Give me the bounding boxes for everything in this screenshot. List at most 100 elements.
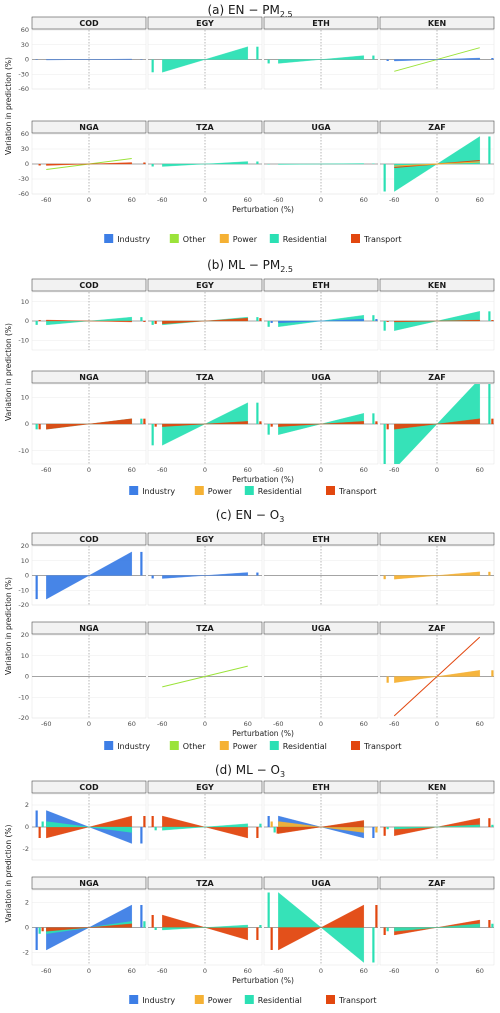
x-tick-label: -60 — [273, 196, 284, 204]
x-tick-label: 0 — [203, 720, 207, 728]
x-tick-label: 0 — [319, 720, 323, 728]
endpoint-bar-high — [256, 317, 259, 321]
panel-strip-label: UGA — [311, 624, 331, 633]
panel-ken: KEN — [379, 532, 495, 606]
series-area-residential — [162, 161, 248, 167]
endpoint-bar-high — [256, 46, 259, 60]
panel-strip — [379, 876, 495, 890]
panel-marks — [151, 402, 262, 446]
x-tick-label: 0 — [87, 466, 91, 474]
panel-strip-label: UGA — [311, 123, 331, 132]
panel-strip — [379, 780, 495, 794]
chart-title-subscript: 3 — [280, 770, 285, 779]
x-tick-label: 60 — [128, 967, 136, 975]
panel-strip-label: TZA — [196, 123, 214, 132]
endpoint-bar-low — [35, 424, 38, 430]
endpoint-bar-high — [256, 927, 259, 940]
series-area-residential — [394, 923, 480, 932]
panel-marks — [35, 316, 146, 326]
panel-marks — [151, 572, 259, 579]
panel-strip-label: NGA — [79, 373, 99, 382]
legend-label-residential: Residential — [258, 487, 302, 496]
endpoint-bar-low — [383, 575, 386, 580]
panel-uga: UGA -60 0 60 — [263, 370, 379, 474]
endpoint-bar-high — [488, 818, 491, 827]
panel-marks — [267, 55, 375, 64]
x-tick-label: 60 — [360, 196, 368, 204]
x-tick-label: -60 — [389, 720, 400, 728]
legend-label-power: Power — [233, 742, 258, 751]
legend-label-power: Power — [208, 487, 233, 496]
endpoint-bar-high — [488, 571, 491, 576]
endpoint-bar-low — [386, 676, 389, 683]
endpoint-bar-high — [143, 162, 146, 164]
x-tick-label: 0 — [203, 466, 207, 474]
x-tick-label: 60 — [244, 967, 252, 975]
endpoint-bar-low — [151, 816, 154, 827]
panel-zaf: ZAF -60 0 60 — [379, 621, 495, 728]
endpoint-bar-high — [140, 827, 143, 844]
chart-title-main: (b) ML − PM — [207, 258, 280, 272]
panel-strip-label: NGA — [79, 879, 99, 888]
series-area-industry — [394, 57, 480, 62]
y-tick-label: -30 — [18, 70, 29, 78]
panel-egy: EGY — [147, 780, 263, 861]
endpoint-bar-low — [154, 424, 157, 427]
panel-strip — [147, 876, 263, 890]
legend: Industry Other Power Residential Transport — [104, 741, 402, 751]
x-tick-label: -60 — [41, 967, 52, 975]
series-area-transport — [46, 319, 132, 323]
legend-label-transport: Transport — [363, 235, 402, 244]
endpoint-bar-low — [35, 575, 38, 600]
series-area-industry — [46, 58, 132, 61]
legend-label-residential: Residential — [283, 742, 327, 751]
legend-swatch-power — [194, 486, 204, 495]
endpoint-bar-low — [383, 424, 386, 464]
endpoint-bar-low — [41, 821, 44, 827]
series-line-other — [162, 665, 248, 688]
series-area-industry — [162, 572, 248, 579]
endpoint-bar-low — [151, 164, 154, 167]
endpoint-bar-high — [372, 827, 375, 838]
x-tick-label: 0 — [319, 196, 323, 204]
endpoint-bar-low — [38, 320, 41, 321]
subfigure-3: (c) EN − O3 COD -20 -10 0 10 20 EGY ETH KEN NGA -20… — [4, 508, 495, 751]
x-tick-label: 0 — [203, 967, 207, 975]
endpoint-bar-high — [140, 905, 143, 928]
series-area-residential — [162, 46, 248, 73]
panel-strip — [31, 370, 147, 384]
series-area-industry — [46, 551, 132, 600]
x-tick-label: -60 — [157, 967, 168, 975]
x-tick-label: -60 — [157, 466, 168, 474]
endpoint-bar-high — [375, 905, 378, 928]
panel-strip — [147, 780, 263, 794]
endpoint-bar-high — [491, 320, 494, 321]
endpoint-bar-low — [386, 424, 389, 430]
x-tick-label: 0 — [435, 466, 439, 474]
legend-label-other: Other — [183, 235, 206, 244]
panel-strip — [263, 278, 379, 292]
y-tick-label: 0 — [25, 823, 29, 831]
panel-marks — [267, 163, 375, 165]
panel-tza: TZA -60 0 60 — [147, 120, 263, 204]
panel-strip-label: NGA — [79, 624, 99, 633]
x-tick-label: 0 — [435, 720, 439, 728]
legend-swatch-residential — [269, 234, 279, 243]
endpoint-bar-low — [154, 927, 157, 930]
chart-title: (b) ML − PM2.5 — [207, 258, 293, 274]
x-tick-label: 0 — [87, 720, 91, 728]
legend-swatch-power — [219, 741, 229, 750]
x-tick-label: -60 — [273, 967, 284, 975]
y-tick-label: -20 — [18, 714, 29, 722]
chart-title: (d) ML − O3 — [215, 763, 285, 779]
y-tick-label: 60 — [21, 130, 29, 138]
endpoint-bar-low — [154, 321, 157, 324]
series-area-power — [394, 670, 480, 683]
series-area-transport — [46, 923, 132, 932]
legend-swatch-industry — [129, 486, 139, 495]
x-tick-label: -60 — [273, 720, 284, 728]
endpoint-bar-low — [154, 827, 157, 831]
panel-strip-label: TZA — [196, 373, 214, 382]
x-tick-label: 60 — [476, 720, 484, 728]
